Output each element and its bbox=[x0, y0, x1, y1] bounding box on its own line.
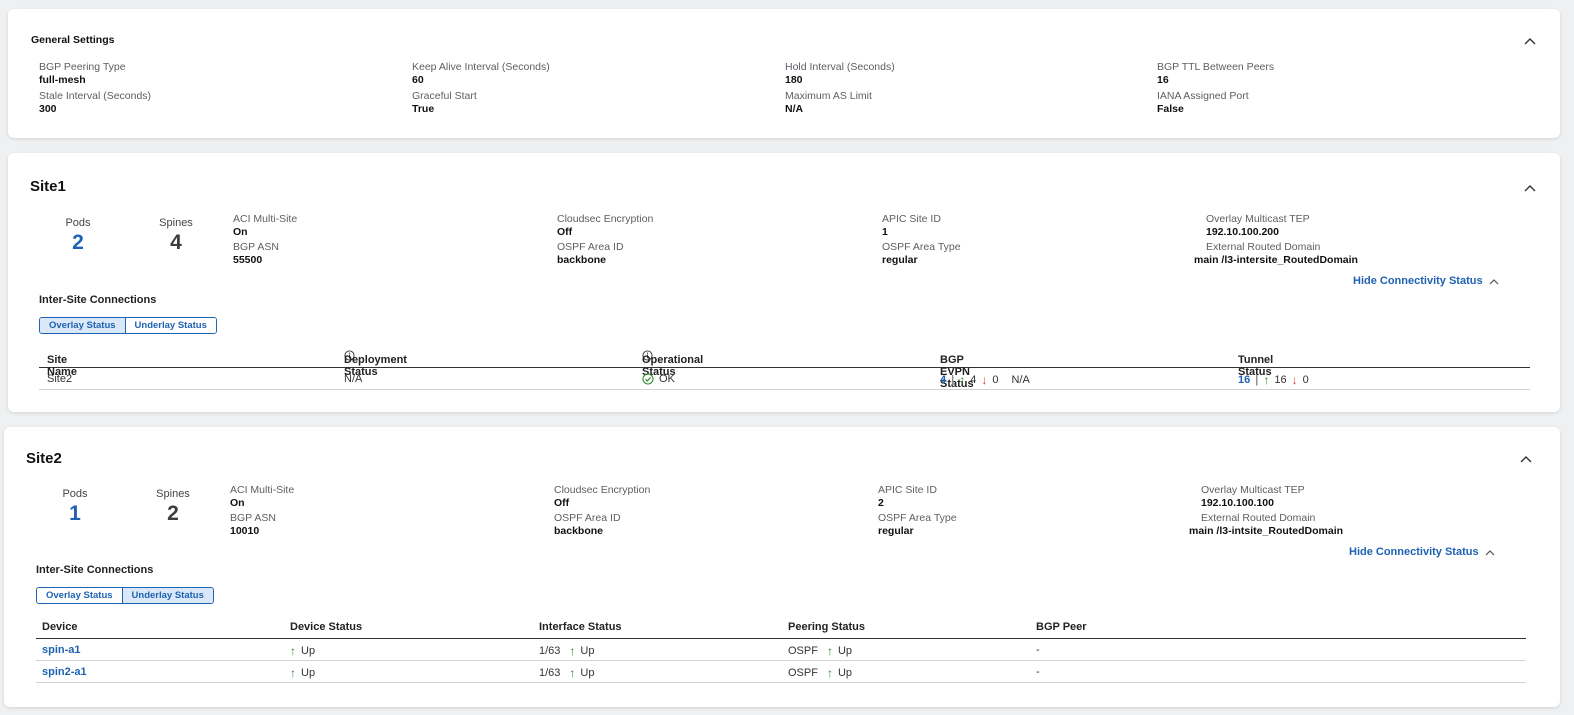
field-ospf-area-id: OSPF Area ID backbone bbox=[557, 241, 624, 266]
underlay-status-table: Device Device Status Interface Status Pe… bbox=[36, 617, 1526, 684]
field-overlay-multicast-tep: Overlay Multicast TEP 192.10.100.100 bbox=[1201, 484, 1305, 509]
field-bgp-peering-type: BGP Peering Type full-mesh bbox=[39, 61, 126, 86]
field-keep-alive-interval: Keep Alive Interval (Seconds) 60 bbox=[412, 61, 550, 86]
cell-peering-status: OSPF ↑ Up bbox=[788, 666, 853, 680]
status-toggle: Overlay Status Underlay Status bbox=[36, 587, 214, 604]
general-settings-card: General Settings BGP Peering Type full-me… bbox=[8, 9, 1560, 138]
underlay-status-button[interactable]: Underlay Status bbox=[121, 588, 213, 603]
field-apic-site-id: APIC Site ID 2 bbox=[878, 484, 937, 509]
inter-site-connections-label: Inter-Site Connections bbox=[39, 294, 157, 306]
cell-bgp-evpn-status: 4 | ↑ 4 ↓ 0 N/A bbox=[940, 373, 1030, 387]
arrow-up-icon: ↑ bbox=[959, 373, 966, 387]
field-overlay-multicast-tep: Overlay Multicast TEP 192.10.100.200 bbox=[1206, 213, 1310, 238]
field-maximum-as-limit: Maximum AS Limit N/A bbox=[785, 90, 872, 115]
info-icon[interactable] bbox=[344, 350, 355, 361]
site1-card: Site1 Pods 2 Spines 4 ACI Multi-Site On Clo… bbox=[8, 153, 1560, 412]
separator: | bbox=[951, 374, 955, 386]
cell-operational-status: OK bbox=[642, 373, 675, 385]
arrow-up-icon: ↑ bbox=[1263, 373, 1270, 387]
arrow-up-icon: ↑ bbox=[290, 666, 296, 680]
separator: | bbox=[1255, 374, 1259, 386]
field-graceful-start: Graceful Start True bbox=[412, 90, 477, 115]
cell-site-name: Site2 bbox=[47, 373, 73, 385]
field-bgp-asn: BGP ASN 55500 bbox=[233, 241, 279, 266]
field-external-routed-domain: External Routed Domain main /l3-intersite… bbox=[1194, 241, 1358, 266]
cell-tunnel-status: 16 | ↑ 16 ↓ 0 bbox=[1238, 373, 1309, 387]
cell-device-status: ↑ Up bbox=[290, 666, 316, 680]
column-deployment-status: Deployment Status bbox=[344, 350, 407, 378]
cell-peering-status: OSPF ↑ Up bbox=[788, 644, 853, 658]
inter-site-connections-label: Inter-Site Connections bbox=[36, 564, 154, 576]
field-aci-multi-site: ACI Multi-Site On bbox=[233, 213, 298, 238]
field-ospf-area-type: OSPF Area Type regular bbox=[882, 241, 961, 266]
table-row: spin-a1 ↑ Up 1/63 ↑ Up OSPF ↑ Up - bbox=[36, 639, 1526, 661]
table-row: spin2-a1 ↑ Up 1/63 ↑ Up OSPF ↑ Up - bbox=[36, 661, 1526, 683]
arrow-up-icon: ↑ bbox=[569, 644, 576, 658]
chevron-up-icon[interactable] bbox=[1519, 454, 1533, 464]
chevron-up-icon bbox=[1485, 549, 1495, 555]
column-interface-status: Interface Status bbox=[539, 621, 622, 633]
check-circle-icon bbox=[642, 373, 654, 385]
site2-pods-stat: Pods 1 bbox=[62, 488, 88, 525]
overlay-status-button[interactable]: Overlay Status bbox=[37, 588, 122, 603]
column-operational-status: Operational Status bbox=[642, 350, 703, 378]
chevron-up-icon[interactable] bbox=[1523, 183, 1537, 193]
field-apic-site-id: APIC Site ID 1 bbox=[882, 213, 941, 238]
field-bgp-ttl: BGP TTL Between Peers 16 bbox=[1157, 61, 1275, 86]
overlay-status-button[interactable]: Overlay Status bbox=[40, 318, 125, 333]
info-icon[interactable] bbox=[642, 350, 653, 361]
status-toggle: Overlay Status Underlay Status bbox=[39, 317, 217, 334]
field-ospf-area-type: OSPF Area Type regular bbox=[878, 512, 957, 537]
cell-device-status: ↑ Up bbox=[290, 644, 316, 658]
evpn-total[interactable]: 4 bbox=[940, 374, 947, 386]
table-header: Device Device Status Interface Status Pe… bbox=[36, 617, 1526, 639]
general-settings-title: General Settings bbox=[31, 34, 115, 46]
device-link[interactable]: spin-a1 bbox=[42, 644, 81, 656]
field-cloudsec-encryption: Cloudsec Encryption Off bbox=[554, 484, 651, 509]
underlay-status-button[interactable]: Underlay Status bbox=[124, 318, 216, 333]
site2-title: Site2 bbox=[26, 450, 62, 467]
field-iana-assigned-port: IANA Assigned Port False bbox=[1157, 90, 1249, 115]
arrow-up-icon: ↑ bbox=[569, 666, 576, 680]
site1-pods-stat: Pods 2 bbox=[65, 217, 91, 254]
overlay-status-table: Site Name Deployment Status Operational … bbox=[39, 346, 1530, 391]
cell-deployment-status: N/A bbox=[344, 373, 363, 385]
cell-interface-status: 1/63 ↑ Up bbox=[539, 666, 595, 680]
arrow-up-icon: ↑ bbox=[826, 666, 833, 680]
tunnel-total[interactable]: 16 bbox=[1238, 374, 1251, 386]
hide-connectivity-status-link[interactable]: Hide Connectivity Status bbox=[1353, 275, 1499, 287]
field-external-routed-domain: External Routed Domain main /l3-intsite_R… bbox=[1189, 512, 1344, 537]
column-bgp-peer: BGP Peer bbox=[1036, 621, 1087, 633]
arrow-down-icon: ↓ bbox=[1291, 373, 1298, 387]
arrow-up-icon: ↑ bbox=[290, 644, 296, 658]
chevron-up-icon bbox=[1489, 278, 1499, 284]
site1-spines-stat: Spines 4 bbox=[159, 217, 193, 254]
device-link[interactable]: spin2-a1 bbox=[42, 666, 87, 678]
field-hold-interval: Hold Interval (Seconds) 180 bbox=[785, 61, 895, 86]
cell-bgp-peer: - bbox=[1036, 644, 1040, 656]
arrow-up-icon: ↑ bbox=[826, 644, 833, 658]
field-aci-multi-site: ACI Multi-Site On bbox=[230, 484, 295, 509]
site2-card: Site2 Pods 1 Spines 2 ACI Multi-Site On Clo… bbox=[4, 427, 1560, 707]
column-device-status: Device Status bbox=[290, 621, 363, 633]
site1-title: Site1 bbox=[30, 178, 66, 195]
field-ospf-area-id: OSPF Area ID backbone bbox=[554, 512, 621, 537]
table-row: Site2 N/A OK 4 | ↑ 4 ↓ 0 N/A 16 | ↑ 16 ↓ 0 bbox=[39, 368, 1530, 390]
column-device: Device bbox=[42, 621, 78, 633]
field-cloudsec-encryption: Cloudsec Encryption Off bbox=[557, 213, 654, 238]
table-header: Site Name Deployment Status Operational … bbox=[39, 346, 1530, 390]
chevron-up-icon[interactable] bbox=[1523, 36, 1537, 46]
cell-interface-status: 1/63 ↑ Up bbox=[539, 644, 595, 658]
field-bgp-asn: BGP ASN 10010 bbox=[230, 512, 276, 537]
cell-bgp-peer: - bbox=[1036, 666, 1040, 678]
field-stale-interval: Stale Interval (Seconds) 300 bbox=[39, 90, 152, 115]
column-peering-status: Peering Status bbox=[788, 621, 866, 633]
site2-spines-stat: Spines 2 bbox=[156, 488, 190, 525]
arrow-down-icon: ↓ bbox=[981, 373, 988, 387]
hide-connectivity-status-link[interactable]: Hide Connectivity Status bbox=[1349, 546, 1495, 558]
